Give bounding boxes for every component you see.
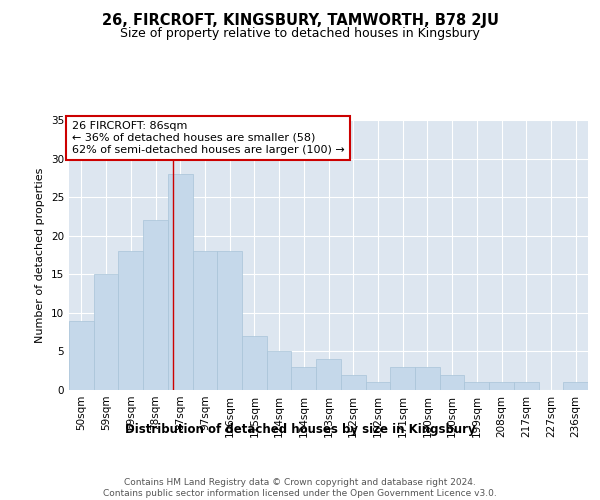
Bar <box>217 251 242 390</box>
Bar <box>489 382 514 390</box>
Bar <box>193 251 217 390</box>
Bar <box>69 320 94 390</box>
Bar <box>464 382 489 390</box>
Bar <box>292 367 316 390</box>
Bar <box>94 274 118 390</box>
Bar <box>440 374 464 390</box>
Bar <box>316 359 341 390</box>
Text: Size of property relative to detached houses in Kingsbury: Size of property relative to detached ho… <box>120 28 480 40</box>
Text: 26 FIRCROFT: 86sqm
← 36% of detached houses are smaller (58)
62% of semi-detache: 26 FIRCROFT: 86sqm ← 36% of detached hou… <box>71 122 344 154</box>
Text: 26, FIRCROFT, KINGSBURY, TAMWORTH, B78 2JU: 26, FIRCROFT, KINGSBURY, TAMWORTH, B78 2… <box>101 12 499 28</box>
Y-axis label: Number of detached properties: Number of detached properties <box>35 168 46 342</box>
Bar <box>118 251 143 390</box>
Bar <box>242 336 267 390</box>
Bar <box>390 367 415 390</box>
Bar <box>415 367 440 390</box>
Text: Contains HM Land Registry data © Crown copyright and database right 2024.
Contai: Contains HM Land Registry data © Crown c… <box>103 478 497 498</box>
Bar <box>143 220 168 390</box>
Bar <box>267 352 292 390</box>
Text: Distribution of detached houses by size in Kingsbury: Distribution of detached houses by size … <box>125 422 475 436</box>
Bar <box>514 382 539 390</box>
Bar <box>365 382 390 390</box>
Bar <box>341 374 365 390</box>
Bar <box>168 174 193 390</box>
Bar <box>563 382 588 390</box>
